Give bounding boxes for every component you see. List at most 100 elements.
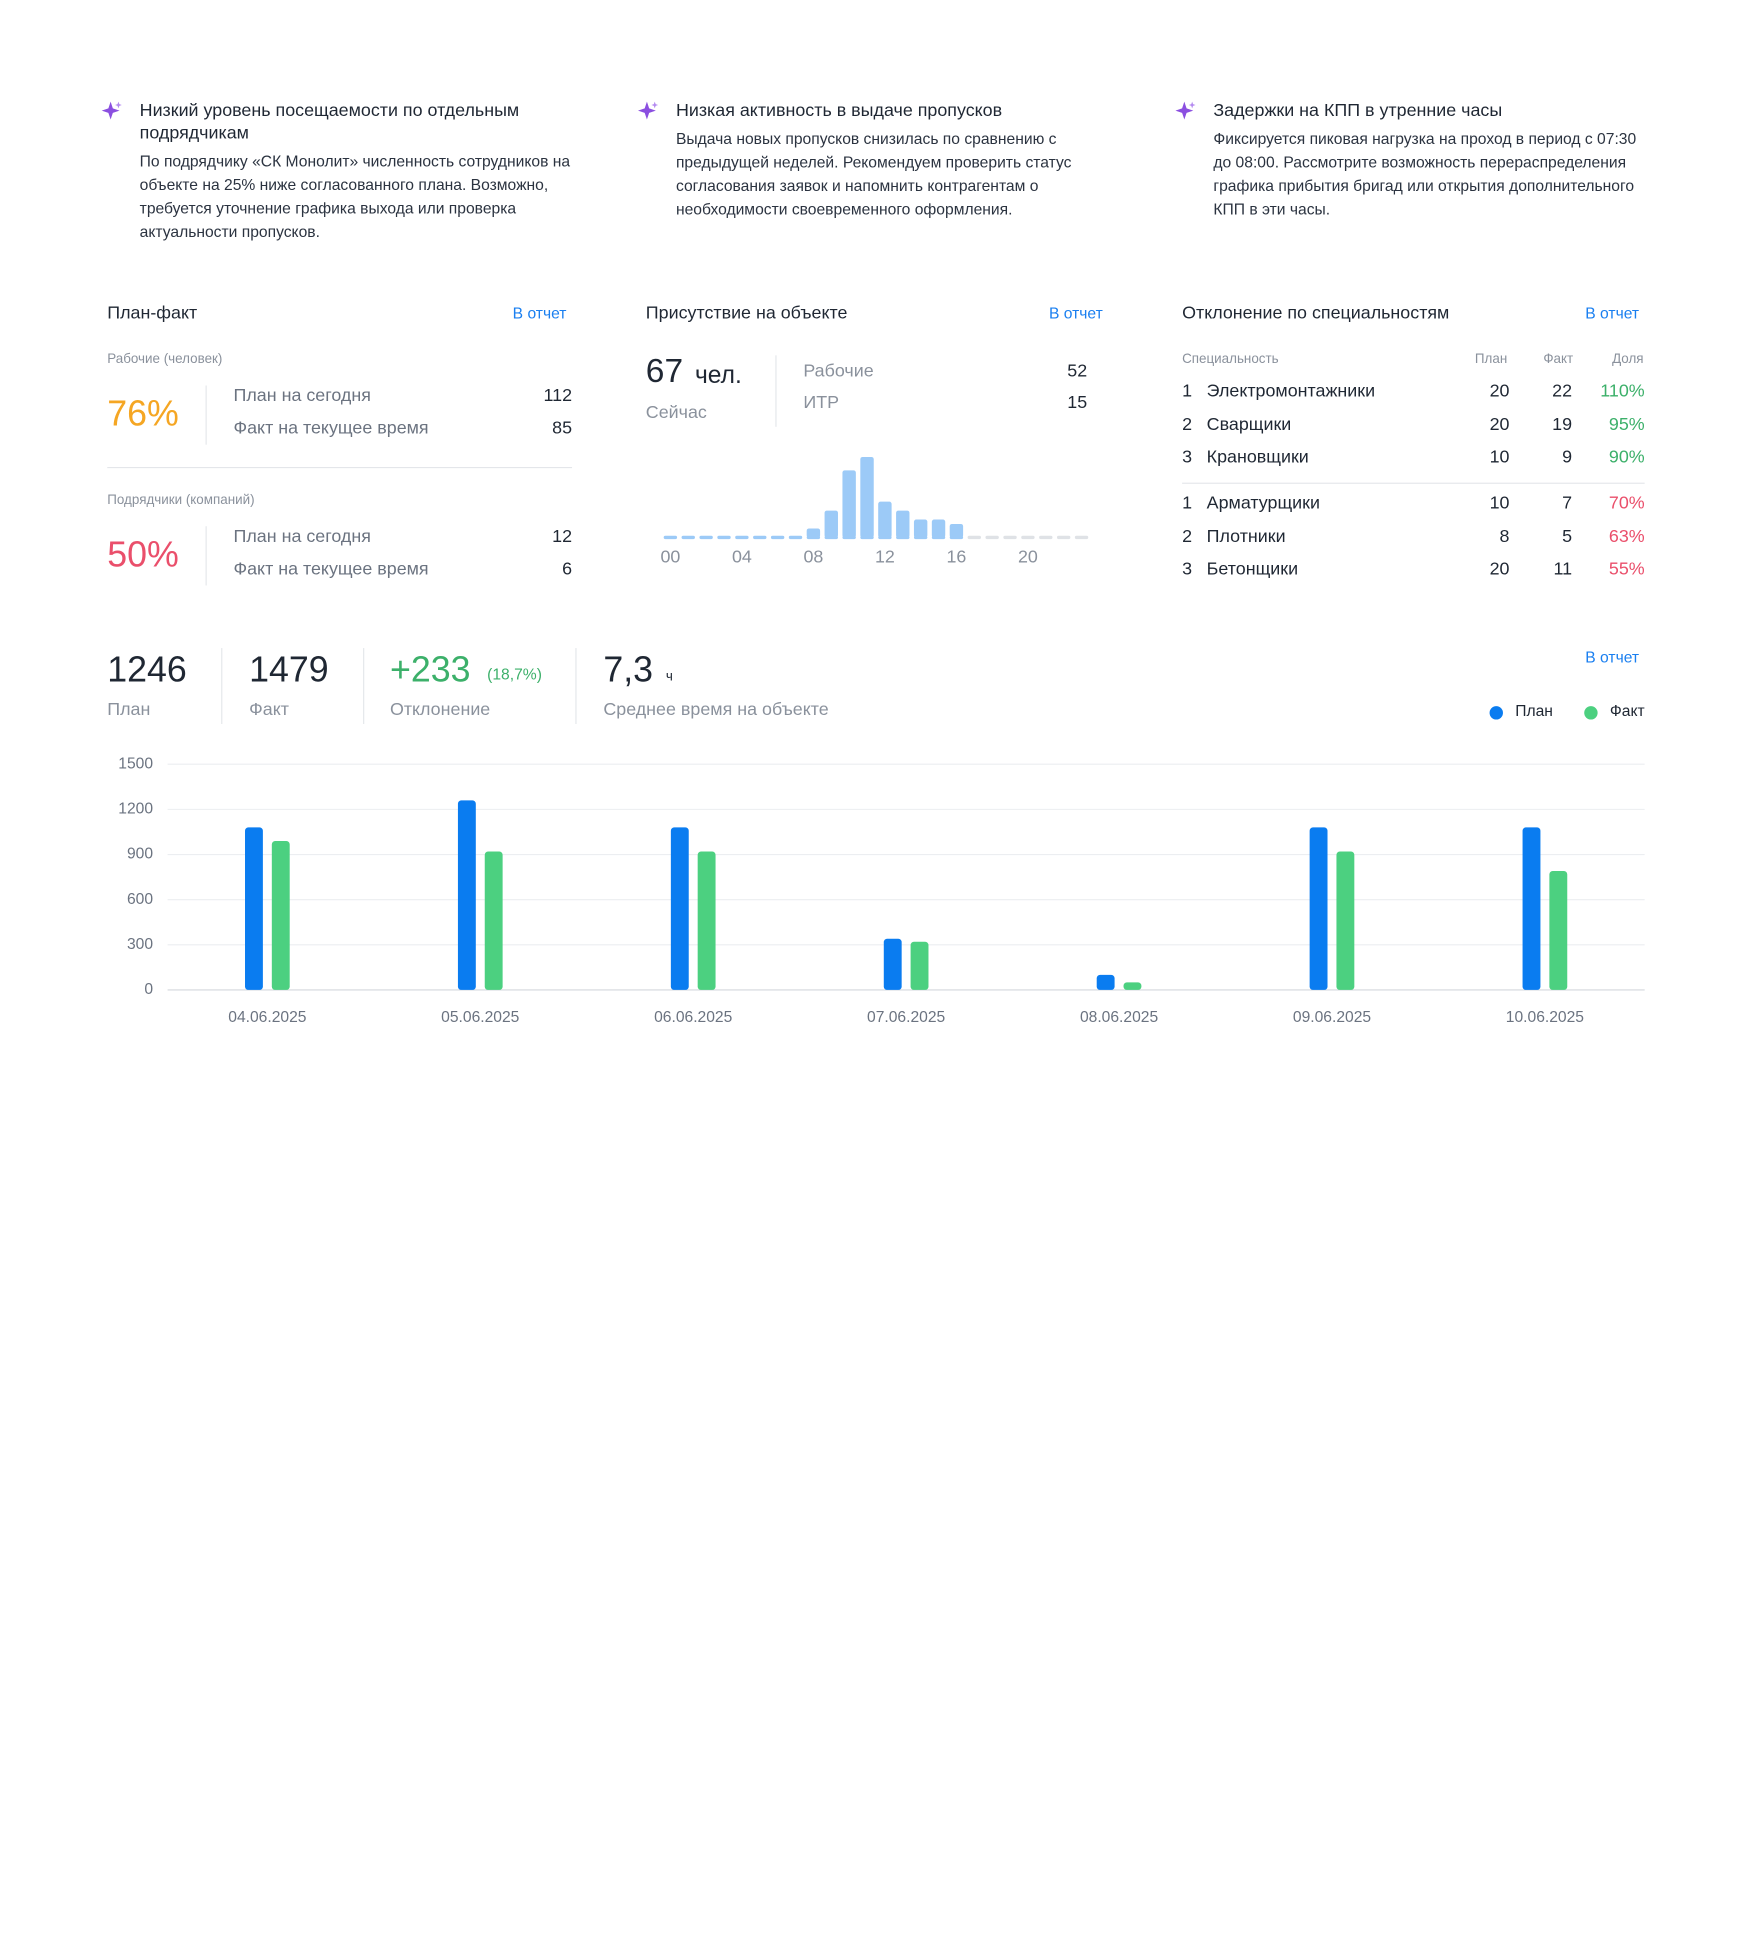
x-tick-label: 04	[732, 546, 752, 566]
legend-label: План	[1515, 703, 1553, 720]
baseline-dash	[913, 535, 928, 540]
rank: 2	[1182, 527, 1193, 547]
baseline-dash	[753, 535, 767, 540]
column-header: План	[1474, 351, 1508, 367]
rank: 1	[1182, 382, 1193, 402]
plan-value: 8	[1499, 527, 1510, 547]
bar	[883, 938, 902, 990]
kpi-extra: (18,7%)	[487, 665, 542, 684]
row-label: План на сегодня	[233, 527, 371, 547]
page: Низкий уровень посещаемости по отдельным…	[101, 101, 1658, 1026]
kpi-label: Отклонение	[389, 700, 491, 720]
group-label: Рабочие (человек)	[107, 351, 223, 367]
baseline-dash	[735, 535, 749, 540]
divider	[363, 648, 365, 725]
baseline-dash	[681, 535, 695, 540]
row-label: ИТР	[803, 393, 840, 413]
specialty: Плотники	[1206, 527, 1286, 547]
share-value: 55%	[1608, 559, 1645, 579]
x-tick-label: 10.06.2025	[1506, 1009, 1585, 1026]
specialty: Сварщики	[1206, 415, 1292, 435]
plan-value: 20	[1489, 415, 1510, 435]
kpi-value: +233	[389, 649, 471, 690]
insight: Задержки на КПП в утренние часы Фиксирует…	[1213, 101, 1658, 222]
count-unit: чел.	[694, 360, 742, 389]
insight-title: Низкий уровень посещаемости по отдельным…	[139, 101, 520, 144]
legend-marker	[1584, 706, 1598, 720]
group-label: Подрядчики (компаний)	[107, 492, 255, 508]
plan-value: 10	[1489, 494, 1510, 514]
insight-title: Задержки на КПП в утренние часы	[1213, 101, 1503, 121]
divider	[205, 526, 207, 586]
bar	[670, 827, 689, 990]
report-link[interactable]: В отчет	[1048, 304, 1103, 323]
bar	[860, 456, 874, 538]
baseline-dash	[824, 535, 838, 540]
bar	[842, 470, 856, 538]
sparkle-icon	[637, 101, 659, 120]
x-tick-label: 07.06.2025	[867, 1009, 946, 1026]
card	[0, 1528, 1592, 1955]
rank: 2	[1182, 415, 1193, 435]
baseline-dash	[1003, 535, 1017, 540]
share-value: 90%	[1608, 448, 1645, 468]
insight-text: Выдача новых пропусков снизилась по срав…	[675, 129, 1072, 218]
bar	[878, 501, 892, 538]
bar	[1549, 871, 1568, 990]
plan-value: 20	[1489, 382, 1510, 402]
baseline-dash	[860, 535, 874, 540]
baseline-dash	[896, 535, 910, 540]
card-title: План-факт	[107, 304, 198, 324]
card	[0, 1203, 516, 1528]
kpi-label: Факт	[249, 700, 289, 720]
baseline-dash	[1039, 535, 1053, 540]
x-tick-label: 06.06.2025	[654, 1009, 733, 1026]
percent: 76%	[107, 393, 179, 434]
divider	[775, 355, 777, 427]
x-tick-label: 16	[946, 546, 966, 566]
baseline-dash	[1021, 535, 1035, 540]
fact-value: 11	[1553, 559, 1573, 579]
rank: 3	[1182, 448, 1193, 468]
row-value: 6	[562, 559, 573, 579]
share-value: 110%	[1600, 382, 1645, 402]
percent: 50%	[107, 534, 179, 575]
baseline-dash	[717, 535, 731, 540]
baseline-dash	[699, 535, 713, 540]
fact-value: 7	[1562, 494, 1573, 514]
divider	[205, 385, 207, 445]
rank: 3	[1182, 559, 1193, 579]
row-value: 112	[543, 386, 573, 406]
baseline-dash	[931, 535, 946, 540]
bar	[949, 524, 964, 538]
report-link[interactable]: В отчет	[512, 304, 567, 323]
x-tick-label: 12	[875, 546, 895, 566]
baseline-dash	[788, 535, 803, 540]
column-header: Специальность	[1182, 351, 1279, 367]
bar	[913, 519, 928, 538]
row-label: План на сегодня	[233, 386, 371, 406]
divider	[575, 648, 577, 725]
bar	[910, 941, 929, 990]
report-link[interactable]: В отчет	[1585, 304, 1640, 323]
row-value: 12	[552, 527, 573, 547]
sparkle-icon	[1175, 101, 1196, 120]
baseline-dash	[1074, 535, 1089, 540]
column-header: Доля	[1612, 351, 1644, 367]
bar	[824, 510, 838, 538]
bar	[931, 519, 946, 538]
kpi-value: 1246	[107, 649, 187, 690]
kpi-label: Среднее время на объекте	[603, 700, 829, 720]
bar	[697, 851, 716, 990]
specialty: Арматурщики	[1206, 494, 1320, 514]
report-link[interactable]: В отчет	[1585, 648, 1640, 667]
bar	[896, 510, 910, 538]
baseline-dash	[806, 535, 821, 540]
bar	[806, 528, 821, 538]
fact-value: 22	[1552, 382, 1573, 402]
share-value: 95%	[1608, 415, 1645, 435]
baseline-dash	[985, 535, 999, 540]
insight-title: Низкая активность в выдаче пропусков	[675, 101, 1003, 121]
insight-text: Фиксируется пиковая нагрузка на проход в…	[1213, 129, 1637, 218]
divider	[1182, 482, 1645, 484]
